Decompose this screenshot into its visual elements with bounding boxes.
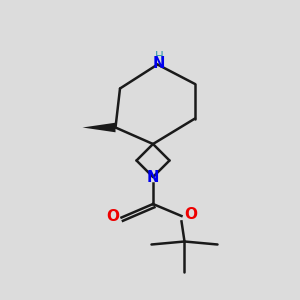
Text: H: H	[154, 50, 164, 63]
Text: O: O	[106, 209, 119, 224]
Text: O: O	[184, 207, 197, 222]
Text: N: N	[147, 170, 159, 185]
Polygon shape	[82, 123, 116, 132]
Text: N: N	[153, 56, 165, 71]
